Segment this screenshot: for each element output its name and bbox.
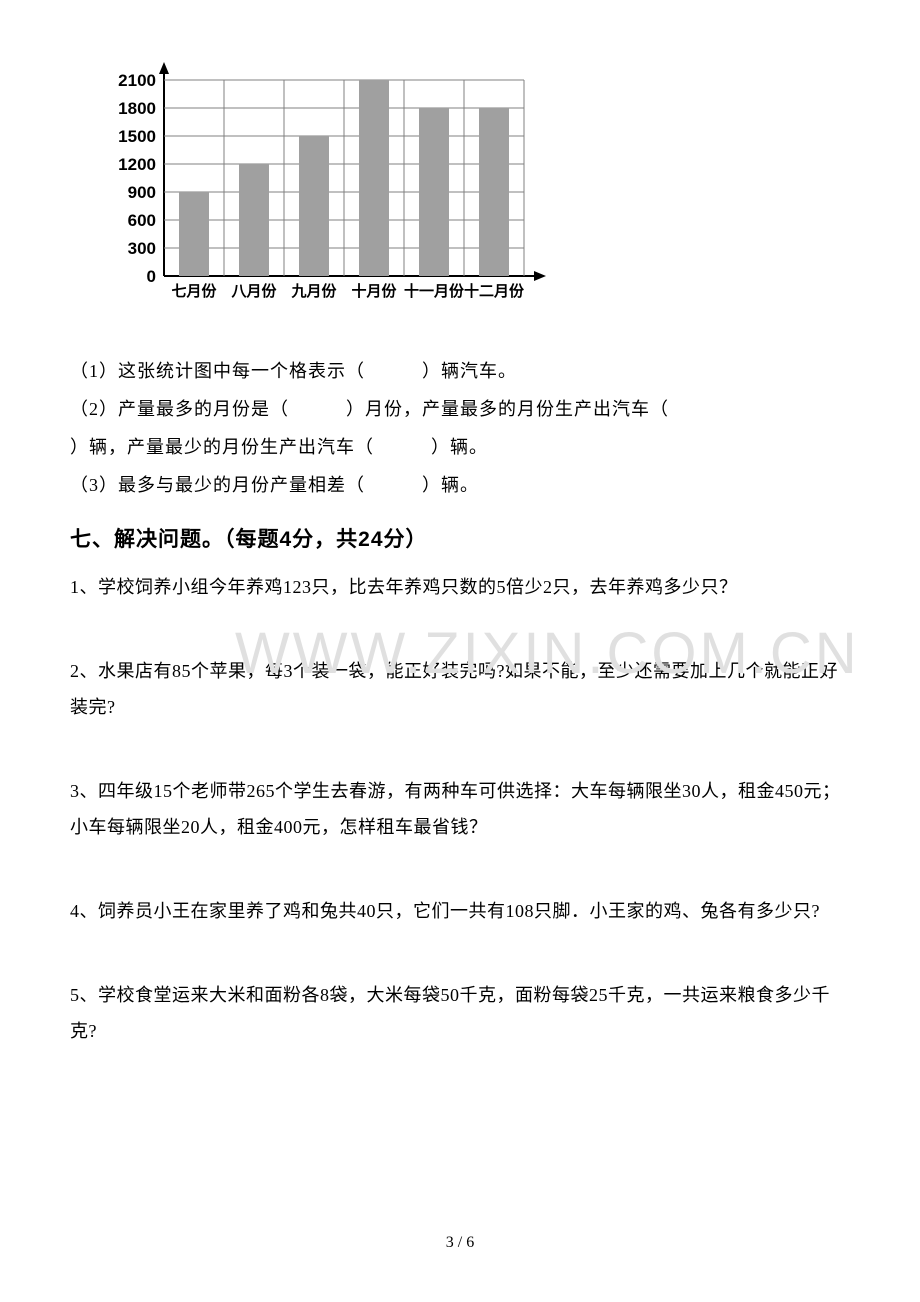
svg-text:1800: 1800 [118, 99, 156, 118]
svg-text:十一月份: 十一月份 [404, 282, 465, 300]
svg-text:七月份: 七月份 [171, 282, 217, 300]
svg-text:九月份: 九月份 [290, 282, 337, 300]
page-number: 3 / 6 [0, 1234, 920, 1252]
problem-3: 3、四年级15个老师带265个学生去春游，有两种车可供选择：大车每辆限坐30人，… [70, 773, 850, 845]
svg-text:0: 0 [147, 267, 156, 286]
chart-svg: 2100 1800 1500 1200 900 600 300 0 七月份八月份九月份十月份十一… [100, 60, 560, 320]
problem-4: 4、饲养员小王在家里养了鸡和兔共40只，它们一共有108只脚．小王家的鸡、兔各有… [70, 893, 850, 929]
question-2a: （2）产量最多的月份是（ ）月份，产量最多的月份生产出汽车（ [70, 391, 850, 427]
svg-text:600: 600 [128, 211, 156, 230]
svg-text:十二月份: 十二月份 [464, 282, 525, 300]
svg-text:2100: 2100 [118, 71, 156, 90]
svg-text:1200: 1200 [118, 155, 156, 174]
svg-text:300: 300 [128, 239, 156, 258]
svg-text:900: 900 [128, 183, 156, 202]
svg-text:十月份: 十月份 [351, 282, 397, 300]
problem-2: 2、水果店有85个苹果，每3个装一袋，能正好装完吗?如果不能，至少还需要加上几个… [70, 653, 850, 725]
question-1: （1）这张统计图中每一个格表示（ ）辆汽车。 [70, 353, 850, 389]
svg-text:1500: 1500 [118, 127, 156, 146]
svg-text:八月份: 八月份 [230, 282, 277, 300]
question-2b: ）辆，产量最少的月份生产出汽车（ ）辆。 [70, 429, 850, 465]
section-7-header: 七、解决问题。（每题4分，共24分） [70, 523, 850, 553]
question-3: （3）最多与最少的月份产量相差（ ）辆。 [70, 467, 850, 503]
bar-chart: 2100 1800 1500 1200 900 600 300 0 七月份八月份九月份十月份十一… [100, 60, 850, 325]
problem-1: 1、学校饲养小组今年养鸡123只，比去年养鸡只数的5倍少2只，去年养鸡多少只？ [70, 569, 850, 605]
problem-5: 5、学校食堂运来大米和面粉各8袋，大米每袋50千克，面粉每袋25千克，一共运来粮… [70, 977, 850, 1049]
